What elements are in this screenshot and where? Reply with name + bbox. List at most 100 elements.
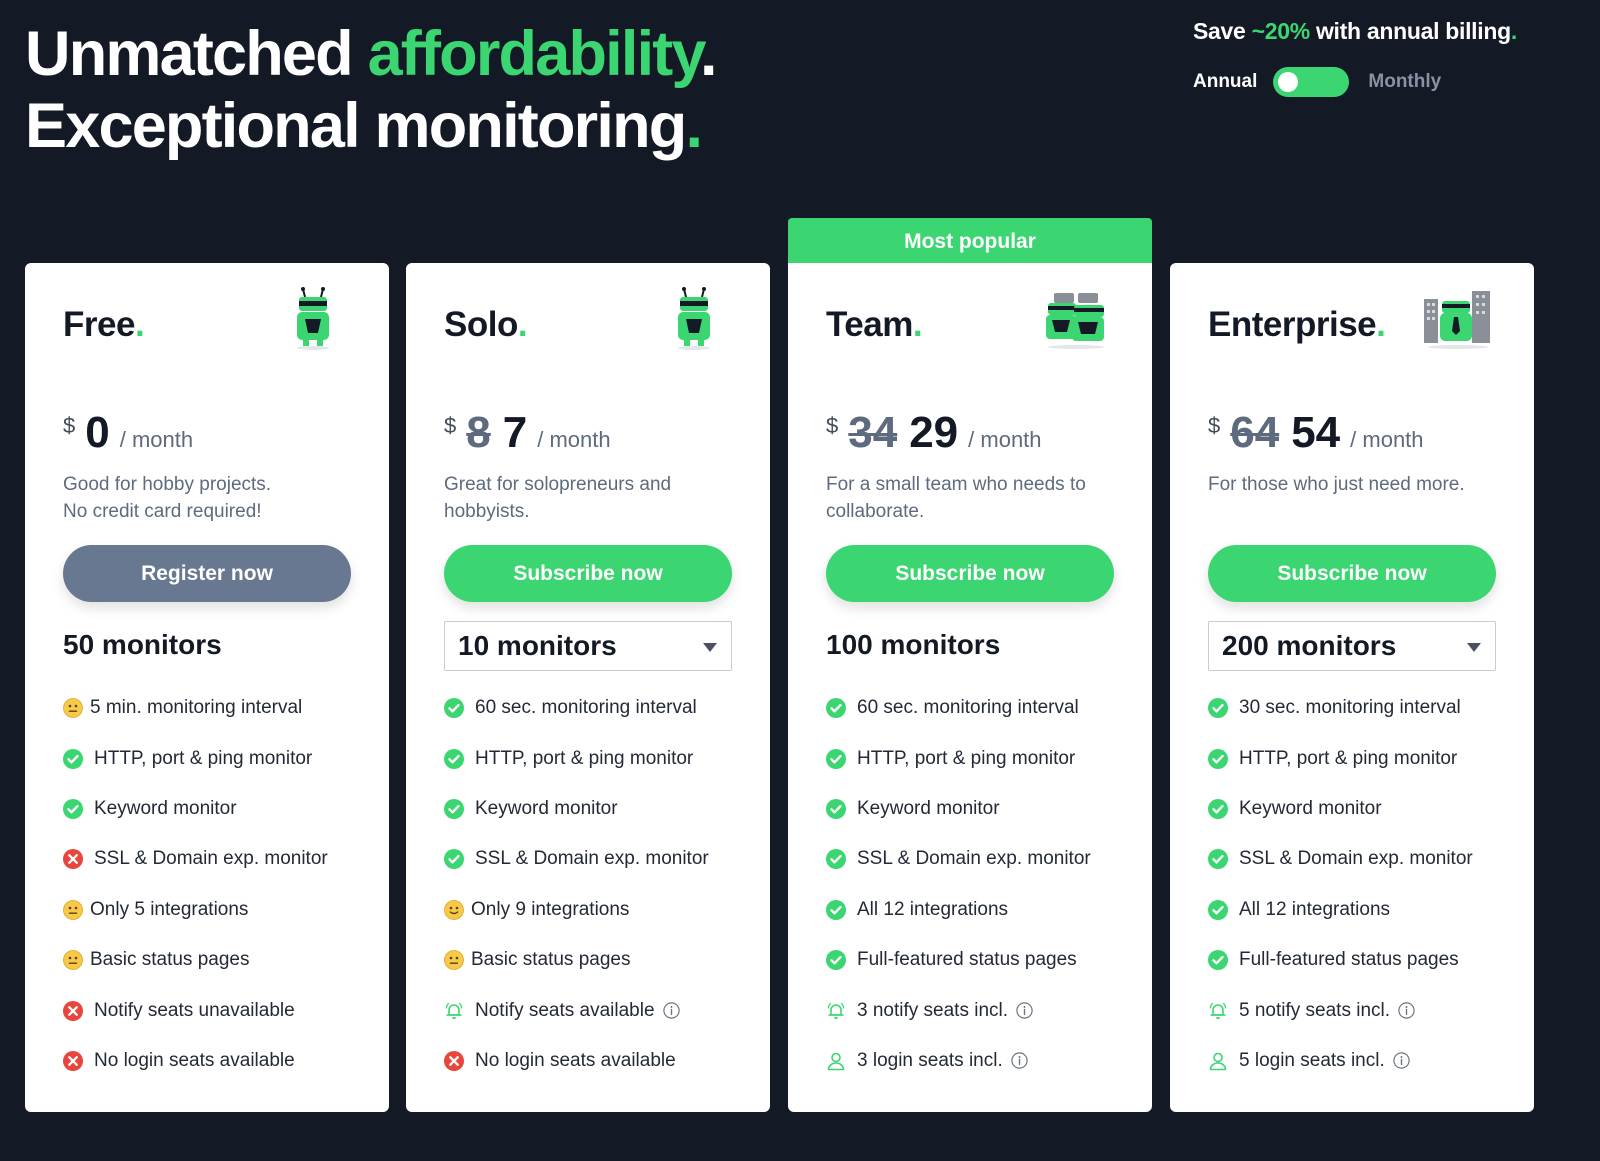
savings-text: Save	[1193, 18, 1252, 44]
monitor-count-value: 10 monitors	[458, 630, 617, 661]
plan-description: Great for solopreneurs and hobbyists.	[444, 471, 744, 525]
plan-card-enterprise: Enterprise. $ 64 54 / month For those wh…	[1170, 263, 1534, 1112]
feature-text: Only 5 integrations	[90, 898, 249, 920]
billing-period-switch[interactable]	[1273, 67, 1350, 97]
feature-list: 60 sec. monitoring interval HTTP, port & …	[444, 683, 754, 1086]
feature-text: HTTP, port & ping monitor	[857, 747, 1076, 769]
feature-item: 60 sec. monitoring interval	[444, 683, 754, 733]
feature-item: 30 sec. monitoring interval	[1208, 683, 1518, 733]
plan-name-dot: .	[517, 305, 528, 344]
feature-list: 60 sec. monitoring interval HTTP, port & …	[826, 683, 1136, 1086]
cross-icon	[63, 849, 83, 870]
feature-list: 30 sec. monitoring interval HTTP, port & …	[1208, 683, 1518, 1086]
check-icon	[444, 798, 464, 819]
plan-name: Solo.	[444, 305, 528, 345]
feature-item: All 12 integrations	[826, 885, 1136, 935]
billing-toggle-panel: Save ~20% with annual billing. Annual Mo…	[1193, 18, 1573, 97]
feature-item: 60 sec. monitoring interval	[826, 683, 1136, 733]
info-icon[interactable]	[1393, 1052, 1410, 1070]
feature-item: HTTP, port & ping monitor	[1208, 733, 1518, 783]
feature-text: HTTP, port & ping monitor	[475, 747, 694, 769]
plan-price: $ 34 29 / month	[826, 408, 1042, 458]
feature-text: No login seats available	[94, 1049, 295, 1071]
description-line: Good for hobby projects.	[63, 474, 272, 495]
feature-text: Basic status pages	[471, 949, 631, 971]
feature-item: SSL & Domain exp. monitor	[63, 834, 373, 884]
subscribe-now-button[interactable]: Subscribe now	[444, 545, 732, 602]
info-icon[interactable]	[1011, 1052, 1028, 1070]
feature-item: Only 5 integrations	[63, 885, 373, 935]
feature-text: Keyword monitor	[857, 797, 1000, 819]
robot-team-icon	[1046, 293, 1104, 349]
price-period: / month	[119, 427, 194, 452]
feature-item: Keyword monitor	[826, 784, 1136, 834]
feature-text: SSL & Domain exp. monitor	[1239, 848, 1473, 870]
feature-item: Full-featured status pages	[1208, 935, 1518, 985]
plan-description: For a small team who needs to collaborat…	[826, 471, 1126, 525]
feature-item: Full-featured status pages	[826, 935, 1136, 985]
check-icon	[444, 849, 464, 870]
feature-item: SSL & Domain exp. monitor	[826, 834, 1136, 884]
price-amount: 7	[502, 408, 528, 457]
bell-icon	[444, 1001, 464, 1021]
feature-item: Keyword monitor	[63, 784, 373, 834]
check-icon	[1208, 748, 1228, 769]
check-icon	[1208, 698, 1228, 719]
register-now-button[interactable]: Register now	[63, 545, 351, 602]
billing-toggle-row: Annual Monthly	[1193, 67, 1573, 97]
monitor-count-select[interactable]: 10 monitors	[444, 621, 732, 671]
price-period: / month	[537, 427, 611, 452]
neutral-face-icon	[63, 698, 83, 719]
plan-description: Good for hobby projects. No credit card …	[63, 471, 363, 525]
description-line: No credit card required!	[63, 501, 262, 522]
feature-text: Keyword monitor	[1239, 797, 1382, 819]
price-period: / month	[968, 427, 1042, 452]
plan-name-text: Team	[826, 305, 913, 344]
plan-name-text: Enterprise	[1208, 305, 1377, 344]
monitor-count: 50 monitors	[63, 629, 222, 660]
feature-item: HTTP, port & ping monitor	[444, 733, 754, 783]
plan-price: $ 8 7 / month	[444, 408, 611, 458]
user-icon	[826, 1051, 846, 1071]
price-amount: 0	[85, 408, 110, 457]
feature-item: HTTP, port & ping monitor	[63, 733, 373, 783]
savings-text: with annual billing	[1309, 18, 1511, 44]
subscribe-now-button[interactable]: Subscribe now	[1208, 545, 1496, 602]
chevron-down-icon	[703, 643, 717, 652]
feature-text: Keyword monitor	[475, 797, 618, 819]
feature-item: 5 login seats incl.	[1208, 1036, 1518, 1086]
headline-highlight: affordability	[367, 19, 702, 89]
feature-text: Keyword monitor	[94, 797, 237, 819]
user-icon	[1208, 1051, 1228, 1071]
check-icon	[826, 899, 846, 920]
monitor-count-select[interactable]: 200 monitors	[1208, 621, 1496, 671]
annual-label[interactable]: Annual	[1193, 71, 1258, 92]
info-icon[interactable]	[662, 1002, 680, 1019]
feature-text: Notify seats unavailable	[94, 999, 295, 1021]
feature-text: 5 login seats incl.	[1239, 1049, 1385, 1071]
check-icon	[63, 798, 83, 819]
headline-dot: .	[685, 91, 702, 161]
feature-text: Notify seats available	[475, 999, 655, 1021]
description-line: For those who just need more.	[1208, 474, 1465, 495]
check-icon	[1208, 950, 1228, 971]
feature-text: HTTP, port & ping monitor	[1239, 747, 1458, 769]
info-icon[interactable]	[1398, 1002, 1415, 1019]
feature-item: SSL & Domain exp. monitor	[444, 834, 754, 884]
subscribe-now-button[interactable]: Subscribe now	[826, 545, 1114, 602]
price-amount: 29	[909, 408, 959, 457]
feature-item: 5 notify seats incl.	[1208, 985, 1518, 1035]
plan-name: Free.	[63, 305, 145, 345]
plan-name-dot: .	[134, 305, 145, 344]
monthly-label[interactable]: Monthly	[1368, 71, 1442, 92]
price-currency: $	[444, 413, 457, 438]
price-old: 34	[848, 408, 898, 457]
feature-text: 5 min. monitoring interval	[90, 697, 303, 719]
feature-item: Notify seats unavailable	[63, 985, 373, 1035]
check-icon	[826, 798, 846, 819]
info-icon[interactable]	[1016, 1002, 1033, 1019]
feature-text: SSL & Domain exp. monitor	[857, 848, 1091, 870]
plan-name-text: Solo	[444, 305, 518, 344]
bell-icon	[1208, 1001, 1228, 1021]
feature-text: Basic status pages	[90, 949, 250, 971]
